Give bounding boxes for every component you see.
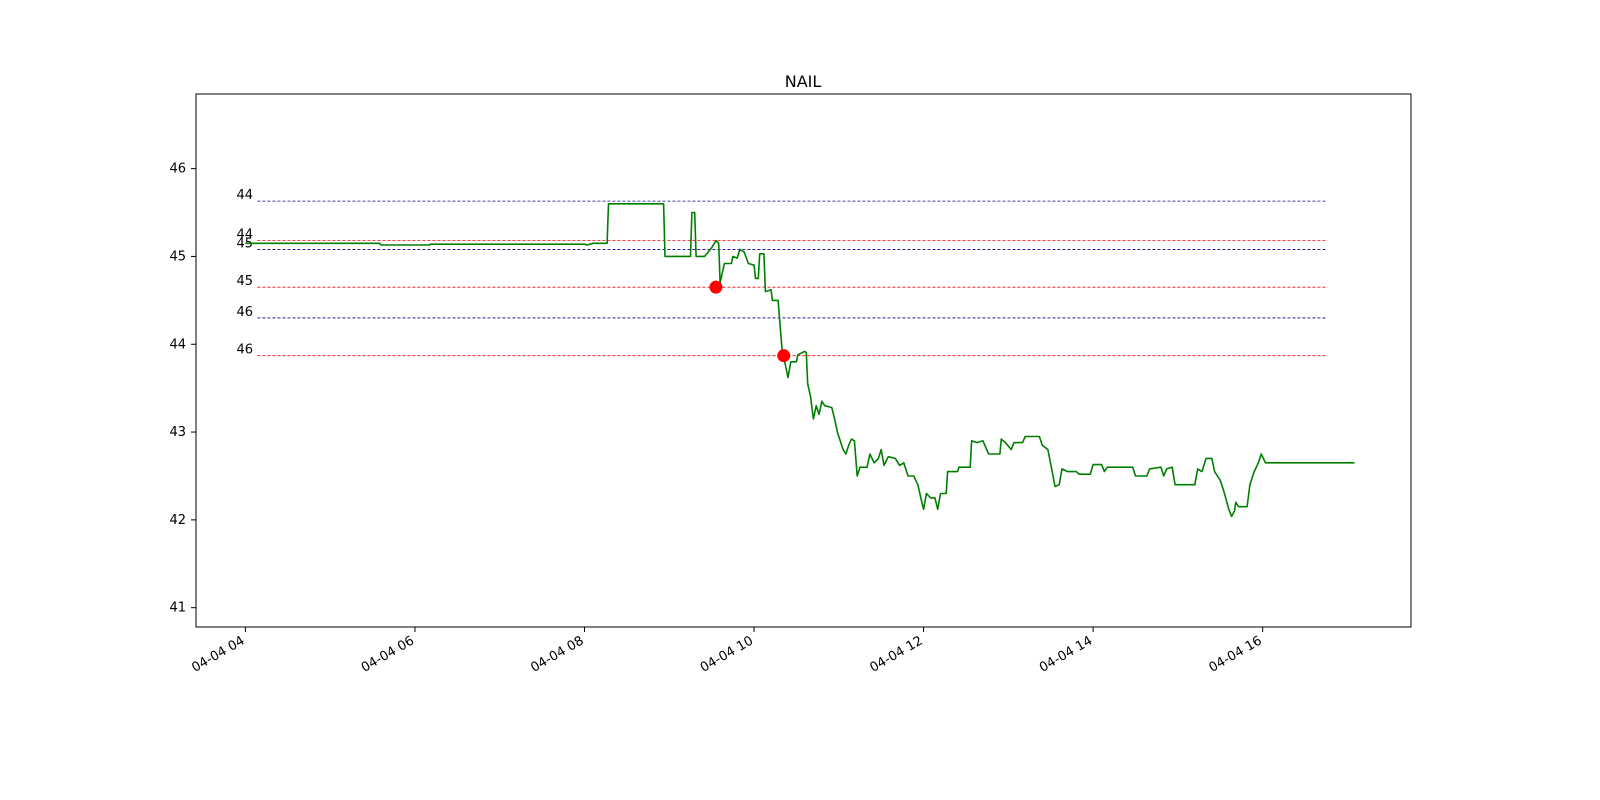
y-tick-label: 44: [169, 337, 186, 352]
x-tick-label: 04-04 16: [1207, 633, 1265, 675]
reference-line-label: 45: [236, 274, 253, 289]
y-tick-label: 46: [169, 162, 186, 177]
x-axis: 04-04 04 04-04 06 04-04 08 04-04 10 04-04 12…: [189, 627, 1265, 676]
series-layer: [245, 203, 1355, 518]
x-tick-label: 04-04 06: [359, 633, 417, 675]
x-tick-label: 04-04 12: [867, 633, 925, 675]
y-tick-label: 41: [169, 601, 186, 616]
reference-line-label: 45: [236, 236, 253, 251]
y-tick-label: 45: [169, 249, 186, 264]
marker-layer: [709, 280, 791, 363]
x-tick-label: 04-04 14: [1037, 633, 1095, 675]
x-tick-label: 04-04 08: [528, 633, 586, 675]
reference-line-label: 46: [236, 343, 253, 358]
reference-line-label: 44: [236, 188, 253, 203]
reference-line-label: 44: [236, 228, 253, 243]
y-axis: 41 42 43 44 45 46: [169, 162, 196, 616]
x-tick-label: 04-04 04: [189, 633, 247, 675]
series-line: [245, 203, 1355, 518]
data-point-marker: [709, 280, 723, 294]
y-tick-label: 42: [169, 513, 186, 528]
x-tick-label: 04-04 10: [698, 633, 756, 675]
reference-line-label: 46: [236, 305, 253, 320]
plot-frame: [195, 93, 1412, 628]
y-tick-label: 43: [169, 425, 186, 440]
data-point-marker: [777, 349, 791, 363]
chart-title: NAIL: [785, 72, 822, 91]
